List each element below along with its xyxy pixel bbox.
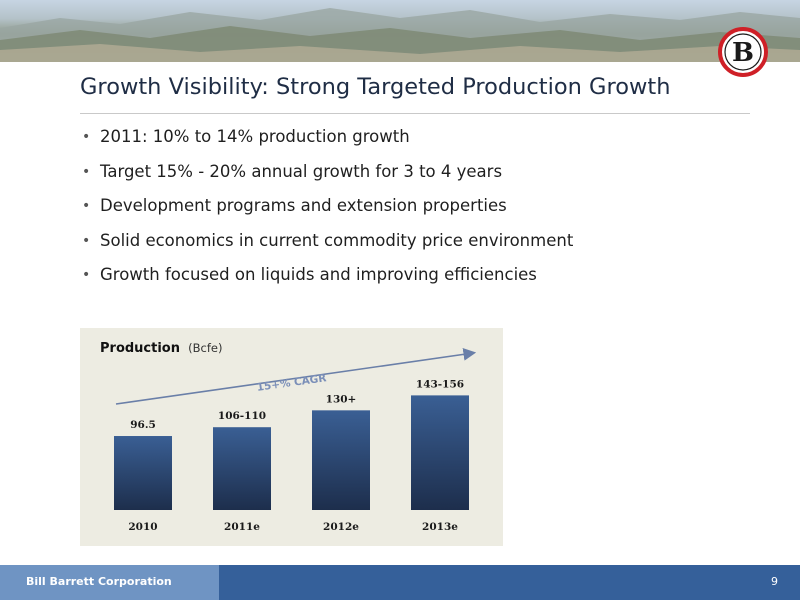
- production-chart: Production (Bcfe) 15+% CAGR 96.5 2010 106-…: [80, 328, 503, 546]
- cagr-arrow: [115, 348, 477, 405]
- header-banner-image: [0, 0, 800, 62]
- bullet-dot-icon: •: [82, 267, 91, 283]
- footer-company-block: Bill Barrett Corporation: [0, 565, 219, 600]
- x-tick-label-2010: 2010: [128, 521, 157, 533]
- bar-2012e: [312, 410, 370, 510]
- chart-title: Production (Bcfe): [100, 341, 222, 356]
- bullet-text: Development programs and extension prope…: [100, 196, 507, 215]
- title-divider: [80, 113, 750, 114]
- chart-unit: (Bcfe): [188, 341, 223, 355]
- bullet-text: Growth focused on liquids and improving …: [100, 265, 537, 284]
- bullet-dot-icon: •: [82, 198, 91, 214]
- footer-company-name: Bill Barrett Corporation: [26, 575, 172, 588]
- bullet-list: • 2011: 10% to 14% production growth • Tar…: [80, 124, 573, 297]
- footer-bar: Bill Barrett Corporation 9: [0, 565, 800, 600]
- bullet-text: Solid economics in current commodity pri…: [100, 230, 574, 250]
- company-logo: B: [718, 27, 768, 77]
- data-label-2010: 96.5: [130, 419, 156, 431]
- data-label-2013e: 143-156: [416, 378, 464, 390]
- bar-2013e: [411, 395, 469, 510]
- x-tick-label-2013e: 2013e: [422, 521, 458, 533]
- x-tick-label-2011e: 2011e: [224, 521, 260, 533]
- bullet-text: 2011: 10% to 14% production growth: [100, 127, 410, 146]
- chart-canvas: 15+% CAGR 96.5 2010 106-110 2011e 130+ 2012e 1…: [114, 348, 477, 533]
- page-title: Growth Visibility: Strong Targeted Produ…: [80, 74, 671, 100]
- x-tick-label-2012e: 2012e: [323, 521, 359, 533]
- logo-letter: B: [732, 38, 754, 68]
- data-label-2011e: 106-110: [218, 410, 266, 422]
- bullet-item: • Development programs and extension prop…: [80, 193, 573, 228]
- bullet-item: • Target 15% - 20% annual growth for 3 to…: [80, 159, 573, 194]
- data-label-2012e: 130+: [326, 393, 357, 405]
- bullet-item: • 2011: 10% to 14% production growth: [80, 124, 573, 159]
- page-number: 9: [771, 575, 778, 588]
- bullet-dot-icon: •: [82, 163, 91, 180]
- bullet-item: • Solid economics in current commodity pr…: [80, 228, 573, 263]
- cagr-annotation: 15+% CAGR: [256, 372, 327, 394]
- bar-2010: [114, 436, 172, 510]
- bullet-item: • Growth focused on liquids and improving…: [80, 262, 573, 297]
- chart-title-text: Production: [100, 341, 180, 356]
- bullet-dot-icon: •: [82, 129, 91, 145]
- bar-2011e: [213, 427, 271, 510]
- bullet-text: Target 15% - 20% annual growth for 3 to …: [100, 161, 503, 181]
- bullet-dot-icon: •: [82, 232, 91, 249]
